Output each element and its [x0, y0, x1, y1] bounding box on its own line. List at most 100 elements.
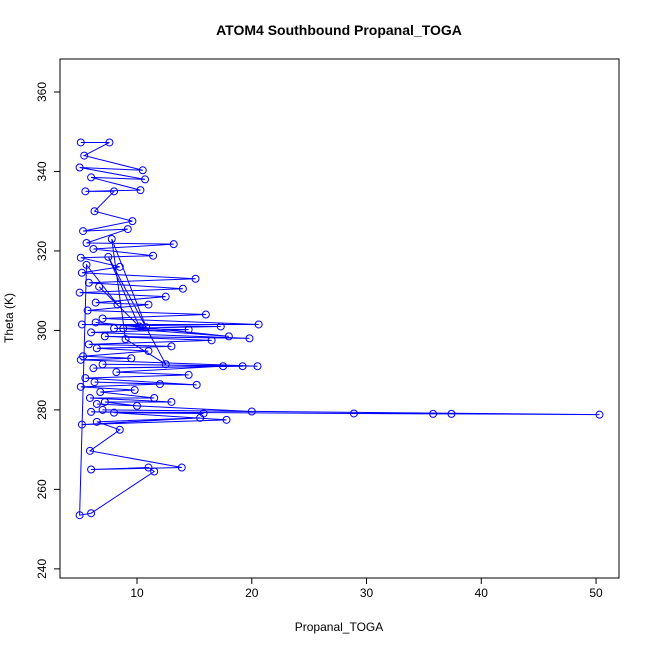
data-point: [196, 413, 205, 422]
data-point: [184, 325, 193, 334]
data-point: [128, 217, 137, 226]
data-point: [87, 328, 96, 337]
data-point: [89, 364, 98, 373]
data-point: [141, 175, 150, 184]
data-point: [112, 368, 121, 377]
data-point: [115, 262, 124, 271]
data-point: [87, 465, 96, 474]
data-point: [167, 342, 176, 351]
data-point: [245, 334, 254, 343]
data-point: [110, 187, 119, 196]
data-point: [222, 415, 231, 424]
data-point: [253, 362, 262, 371]
data-point: [107, 235, 116, 244]
data-point: [87, 407, 96, 416]
data-point: [136, 186, 145, 195]
data-point: [113, 300, 122, 309]
x-tick-label: 50: [589, 586, 603, 600]
data-point: [167, 397, 176, 406]
data-point: [84, 278, 93, 287]
data-point: [150, 393, 159, 402]
data-point: [76, 355, 85, 364]
y-tick-label: 280: [35, 400, 49, 420]
data-point: [216, 322, 225, 331]
x-tick-label: 30: [360, 586, 374, 600]
data-point: [110, 324, 119, 333]
data-point: [76, 138, 85, 147]
chart-title: ATOM4 Southbound Propanal_TOGA: [216, 22, 462, 38]
data-point: [105, 138, 114, 147]
data-point: [155, 380, 164, 389]
data-point: [121, 335, 130, 344]
data-point: [90, 378, 99, 387]
y-tick-label: 360: [35, 82, 49, 102]
data-point: [133, 401, 142, 410]
data-point: [82, 260, 91, 269]
data-point: [85, 446, 94, 455]
data-point: [130, 386, 139, 395]
data-point: [161, 292, 170, 301]
data-point: [91, 318, 100, 327]
data-point: [144, 347, 153, 356]
data-point: [85, 393, 94, 402]
data-point: [91, 298, 100, 307]
data-point: [178, 284, 187, 293]
data-point: [247, 407, 256, 416]
data-point: [77, 320, 86, 329]
data-point: [138, 166, 147, 175]
y-tick-label: 340: [35, 161, 49, 181]
data-point: [92, 344, 101, 353]
data-point: [595, 410, 604, 419]
x-tick-label: 10: [130, 586, 144, 600]
data-point: [447, 409, 456, 418]
data-point: [89, 244, 98, 253]
data-point: [87, 509, 96, 518]
data-point: [169, 240, 178, 249]
data-point: [76, 382, 85, 391]
x-axis-label: Propanal_TOGA: [295, 620, 384, 634]
x-tick-label: 40: [475, 586, 489, 600]
data-point: [81, 374, 90, 383]
data-point: [201, 310, 210, 319]
data-point: [127, 354, 136, 363]
data-point: [207, 336, 216, 345]
data-point: [98, 314, 107, 323]
data-point: [96, 388, 105, 397]
data-point: [76, 253, 85, 262]
data-point: [83, 306, 92, 315]
data-point: [219, 362, 228, 371]
data-point: [224, 332, 233, 341]
data-point: [90, 207, 99, 216]
data-point: [142, 323, 151, 332]
data-point: [144, 300, 153, 309]
data-point: [104, 252, 113, 261]
data-point: [149, 251, 158, 260]
data-point: [110, 408, 119, 417]
data-point: [92, 399, 101, 408]
data-point: [92, 417, 101, 426]
data-point: [75, 288, 84, 297]
data-point: [98, 360, 107, 369]
data-point: [254, 320, 263, 329]
data-point: [115, 425, 124, 434]
data-point: [75, 511, 84, 520]
data-point: [191, 274, 200, 283]
data-point: [95, 282, 104, 291]
data-point: [238, 362, 247, 371]
data-point: [429, 409, 438, 418]
y-tick-label: 240: [35, 559, 49, 579]
data-point: [75, 163, 84, 172]
data-point: [150, 467, 159, 476]
y-tick-label: 320: [35, 241, 49, 261]
x-tick-label: 20: [245, 586, 259, 600]
data-point: [184, 370, 193, 379]
data-point: [77, 420, 86, 429]
data-point: [80, 151, 89, 160]
y-tick-label: 260: [35, 479, 49, 499]
data-point: [119, 324, 128, 333]
data-point: [87, 173, 96, 182]
plot-frame: [59, 58, 620, 579]
data-point: [177, 463, 186, 472]
data-point: [123, 225, 132, 234]
